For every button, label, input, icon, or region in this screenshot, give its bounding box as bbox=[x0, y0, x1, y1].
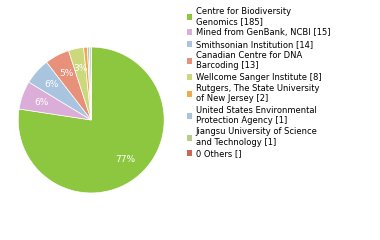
Wedge shape bbox=[68, 48, 91, 120]
Text: 77%: 77% bbox=[116, 155, 136, 164]
Text: 3%: 3% bbox=[73, 64, 87, 73]
Wedge shape bbox=[84, 47, 91, 120]
Wedge shape bbox=[87, 47, 91, 120]
Text: 5%: 5% bbox=[59, 69, 74, 78]
Wedge shape bbox=[18, 47, 164, 193]
Legend: Centre for Biodiversity
Genomics [185], Mined from GenBank, NCBI [15], Smithsoni: Centre for Biodiversity Genomics [185], … bbox=[187, 6, 330, 158]
Wedge shape bbox=[47, 51, 91, 120]
Wedge shape bbox=[29, 62, 91, 120]
Wedge shape bbox=[89, 47, 91, 120]
Text: 6%: 6% bbox=[45, 80, 59, 90]
Text: 6%: 6% bbox=[35, 98, 49, 107]
Wedge shape bbox=[19, 82, 91, 120]
